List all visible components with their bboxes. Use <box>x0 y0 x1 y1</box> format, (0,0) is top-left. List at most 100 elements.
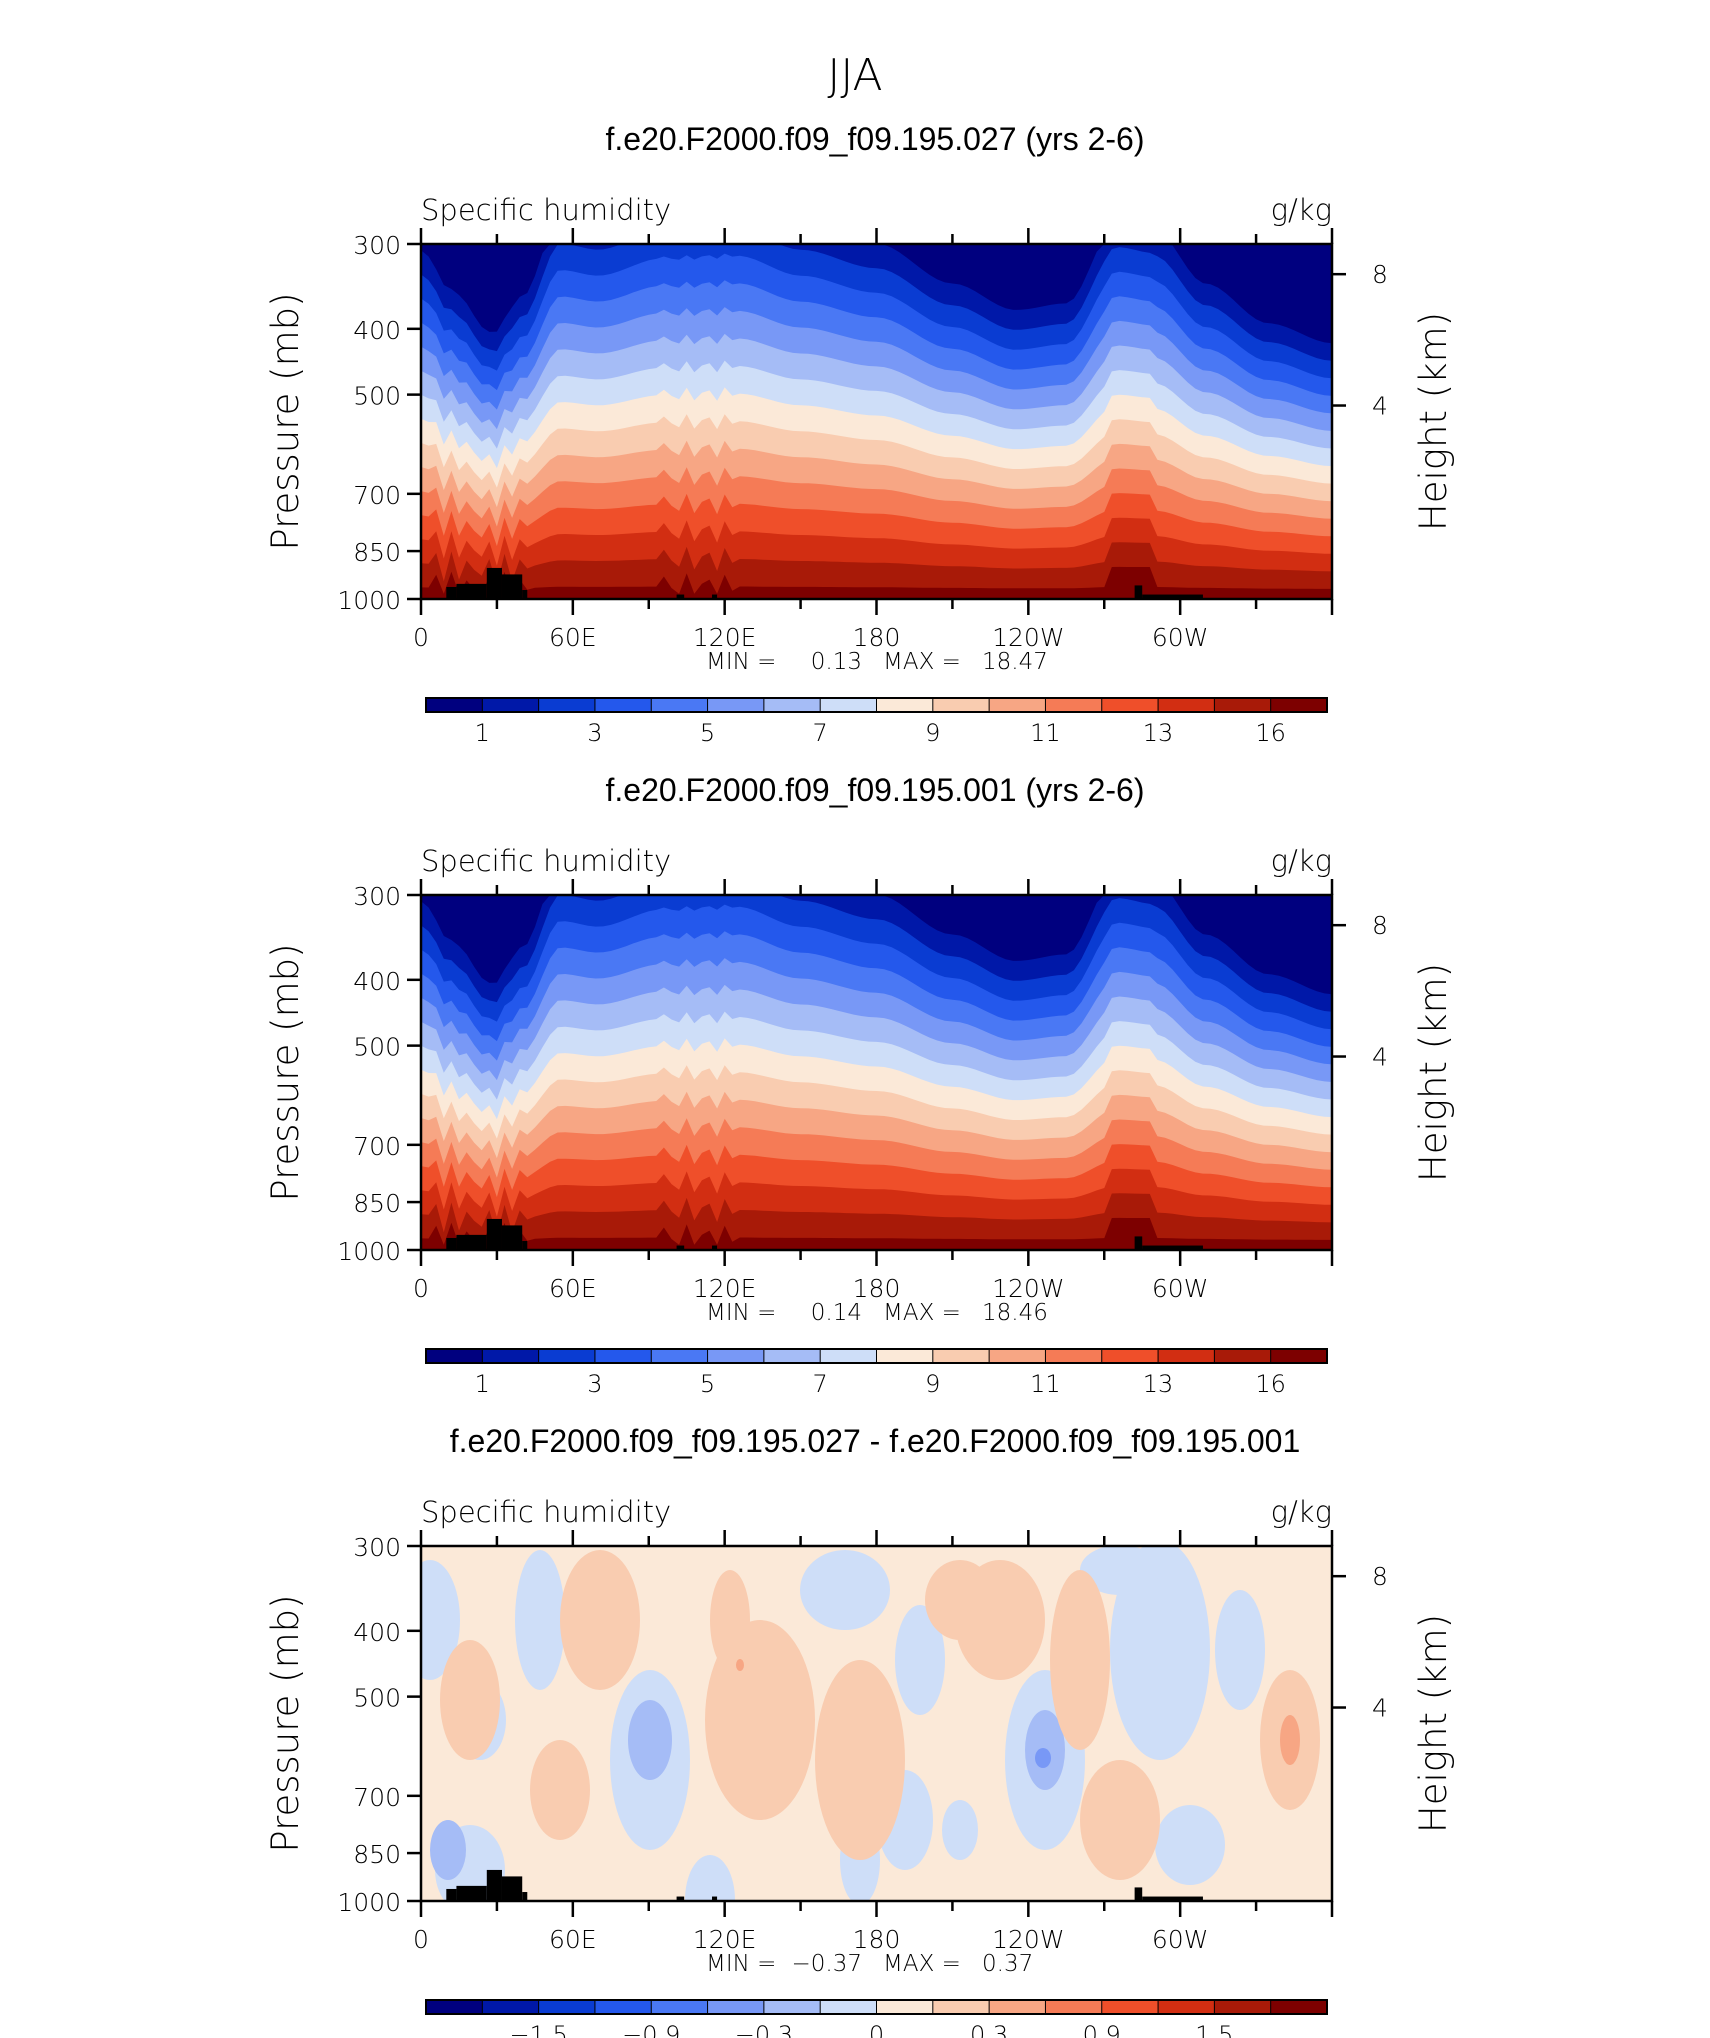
terrain-block <box>522 590 528 599</box>
max-value: 0.37 <box>982 1951 1033 1977</box>
height-tick-label: 4 <box>1372 392 1388 421</box>
terrain-block <box>456 1885 487 1901</box>
colorbar-swatch <box>1044 1348 1103 1364</box>
colorbar-swatch <box>425 1348 484 1364</box>
colorbar-label: 16 <box>1255 1370 1286 1398</box>
colorbar-swatch <box>1101 697 1160 713</box>
lon-tick-label: 120W <box>992 1925 1064 1954</box>
colorbar-swatch <box>988 1348 1047 1364</box>
colorbar-swatch <box>538 1348 596 1364</box>
panel-title: f.e20.F2000.f09_f09.195.027 - f.e20.F200… <box>450 1423 1300 1459</box>
right-axis-label: Height (km) <box>1412 963 1455 1182</box>
colorbar-swatch <box>1157 1999 1216 2015</box>
terrain-block <box>1134 1887 1143 1901</box>
colorbar-label: 11 <box>1030 1370 1061 1398</box>
colorbar-swatch <box>819 1999 878 2015</box>
contour-region <box>530 1740 590 1840</box>
figure-title: JJA <box>827 50 882 101</box>
right-axis-label: Height (km) <box>1412 312 1455 531</box>
colorbar-frame <box>425 1999 1328 2015</box>
contour-band <box>421 566 1332 599</box>
pressure-tick-label: 400 <box>353 316 401 345</box>
colorbar-label: 7 <box>813 1370 828 1398</box>
terrain-block <box>446 1888 457 1901</box>
lon-tick-label: 60W <box>1152 1274 1209 1303</box>
contour-region <box>815 1660 905 1860</box>
lon-tick-label: 60W <box>1152 623 1209 652</box>
colorbar-swatch <box>650 1999 709 2015</box>
contour-region <box>1110 1546 1210 1760</box>
lon-tick-label: 0 <box>413 623 429 652</box>
pressure-tick-label: 500 <box>353 1033 401 1062</box>
terrain-block <box>712 1896 718 1901</box>
max-value: 18.47 <box>982 649 1048 675</box>
colorbar-swatch <box>1213 1999 1272 2015</box>
colorbar-frame <box>425 1348 1328 1364</box>
plot-area <box>421 244 1332 599</box>
terrain-block <box>1142 1896 1203 1901</box>
contour-region <box>942 1800 978 1860</box>
max-label: MAX = <box>883 1300 961 1326</box>
colorbar-label: 0.3 <box>970 2021 1008 2038</box>
colorbar-label: 9 <box>925 1370 940 1398</box>
colorbar-swatch <box>425 1999 484 2015</box>
colorbar-swatch <box>1270 1999 1328 2015</box>
colorbar-swatch <box>538 1999 596 2015</box>
terrain-block <box>712 594 718 599</box>
pressure-tick-label: 1000 <box>337 586 401 615</box>
colorbar-label: 11 <box>1030 719 1061 747</box>
colorbar-label: 1 <box>475 1370 490 1398</box>
lon-tick-label: 60W <box>1152 1925 1209 1954</box>
variable-label: Specific humidity <box>421 844 671 878</box>
colorbar-swatch <box>481 1999 540 2015</box>
colorbar-swatch <box>1270 1348 1328 1364</box>
pressure-tick-label: 400 <box>353 1618 401 1647</box>
colorbar-swatch <box>650 697 709 713</box>
colorbar-swatch <box>425 697 484 713</box>
contour-region <box>1050 1570 1110 1750</box>
terrain-block <box>676 1896 685 1901</box>
terrain-block <box>522 1892 528 1901</box>
contour-region <box>736 1659 744 1671</box>
contour-region <box>1280 1715 1300 1765</box>
colorbar-label: −0.9 <box>622 2021 680 2038</box>
panel-title: f.e20.F2000.f09_f09.195.027 (yrs 2-6) <box>605 121 1144 157</box>
max-label: MAX = <box>883 649 961 675</box>
panel-2: f.e20.F2000.f09_f09.195.001 (yrs 2-6) Spe… <box>264 772 1455 1398</box>
colorbar-swatch <box>594 1348 653 1364</box>
pressure-tick-label: 700 <box>353 481 401 510</box>
pressure-tick-label: 300 <box>353 231 401 260</box>
colorbar-swatch <box>1157 697 1216 713</box>
lon-tick-label: 60E <box>549 1925 597 1954</box>
colorbar-label: −0.3 <box>735 2021 793 2038</box>
variable-label: Specific humidity <box>421 1495 671 1529</box>
terrain-block <box>486 1869 502 1901</box>
lon-tick-label: 120W <box>992 1274 1064 1303</box>
min-label: MIN = <box>706 1300 776 1326</box>
colorbar-swatch <box>932 697 991 713</box>
colorbar-swatch <box>594 697 653 713</box>
pressure-tick-label: 1000 <box>337 1237 401 1266</box>
min-label: MIN = <box>706 1951 776 1977</box>
terrain-block <box>676 1245 685 1250</box>
height-tick-label: 4 <box>1372 1694 1388 1723</box>
colorbar-label: 3 <box>587 719 602 747</box>
units-label: g/kg <box>1271 844 1332 878</box>
pressure-tick-label: 850 <box>353 1840 401 1869</box>
terrain-block <box>486 1218 502 1250</box>
contour-band <box>421 1217 1332 1250</box>
lon-tick-label: 120E <box>693 1925 757 1954</box>
colorbar-swatch <box>876 1999 934 2015</box>
colorbar-swatch <box>932 1348 991 1364</box>
colorbar-label: 5 <box>700 1370 715 1398</box>
colorbar-swatch <box>876 1348 934 1364</box>
contour-region <box>1215 1590 1265 1710</box>
colorbar-swatch <box>1213 697 1272 713</box>
max-value: 18.46 <box>982 1300 1048 1326</box>
terrain-block <box>456 583 487 599</box>
contour-band <box>421 542 1332 599</box>
colorbar-label: −1.5 <box>509 2021 567 2038</box>
lon-tick-label: 180 <box>853 1925 901 1954</box>
colorbar-swatch <box>1213 1348 1272 1364</box>
pressure-tick-label: 300 <box>353 1533 401 1562</box>
